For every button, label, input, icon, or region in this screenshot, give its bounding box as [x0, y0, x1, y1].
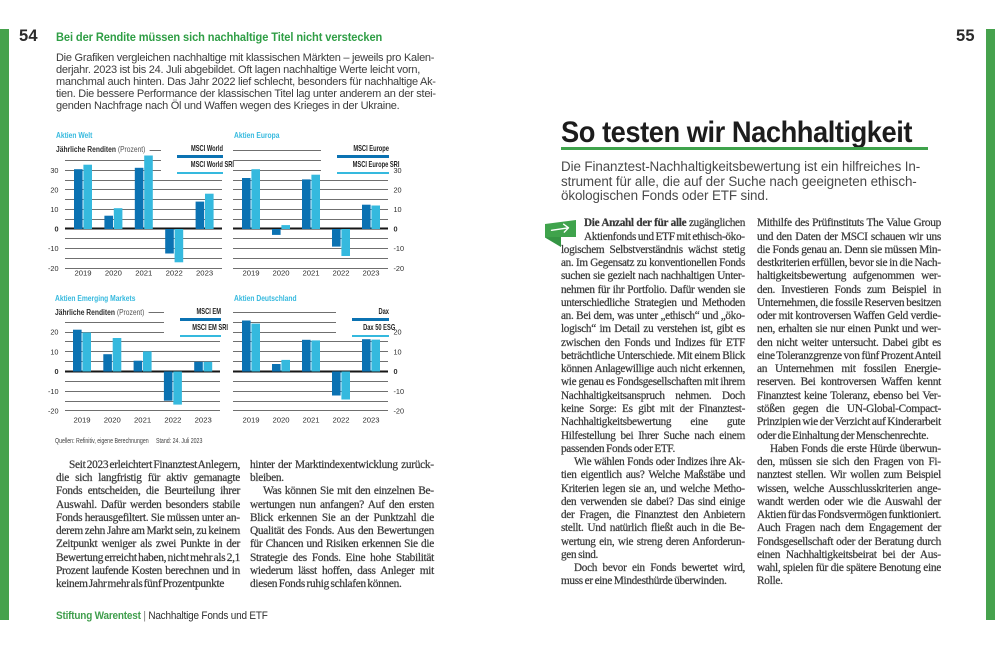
svg-text:10: 10	[394, 205, 402, 214]
svg-text:-20: -20	[394, 407, 405, 416]
svg-text:2020: 2020	[272, 269, 289, 278]
svg-text:-10: -10	[48, 387, 59, 396]
svg-text:2021: 2021	[302, 416, 319, 425]
svg-text:2019: 2019	[242, 416, 259, 425]
svg-text:20: 20	[394, 328, 402, 337]
svg-text:0: 0	[54, 225, 58, 234]
svg-text:2022: 2022	[332, 269, 349, 278]
svg-text:2019: 2019	[73, 416, 90, 425]
svg-text:2023: 2023	[195, 416, 212, 425]
svg-text:0: 0	[394, 367, 398, 376]
svg-text:0: 0	[54, 367, 58, 376]
svg-text:2021: 2021	[135, 269, 152, 278]
svg-text:2020: 2020	[105, 269, 122, 278]
svg-text:-10: -10	[48, 244, 59, 253]
svg-text:2019: 2019	[74, 269, 91, 278]
svg-text:10: 10	[50, 205, 58, 214]
svg-text:2022: 2022	[332, 416, 349, 425]
svg-text:2019: 2019	[242, 269, 259, 278]
svg-text:30: 30	[50, 166, 58, 175]
svg-text:2022: 2022	[166, 269, 183, 278]
svg-text:-20: -20	[48, 264, 59, 273]
svg-text:-10: -10	[394, 387, 405, 396]
svg-text:-20: -20	[48, 407, 59, 416]
svg-text:20: 20	[50, 185, 58, 194]
svg-text:-10: -10	[394, 244, 405, 253]
svg-text:-20: -20	[394, 264, 405, 273]
svg-text:0: 0	[394, 225, 398, 234]
svg-text:2021: 2021	[134, 416, 151, 425]
svg-text:2022: 2022	[164, 416, 181, 425]
svg-text:20: 20	[50, 328, 58, 337]
svg-text:2020: 2020	[272, 416, 289, 425]
svg-text:10: 10	[394, 347, 402, 356]
svg-text:2021: 2021	[302, 269, 319, 278]
svg-text:2023: 2023	[362, 416, 379, 425]
svg-text:2020: 2020	[104, 416, 121, 425]
svg-text:2023: 2023	[196, 269, 213, 278]
svg-text:20: 20	[394, 185, 402, 194]
svg-text:30: 30	[394, 166, 402, 175]
svg-text:10: 10	[50, 347, 58, 356]
svg-text:2023: 2023	[362, 269, 379, 278]
